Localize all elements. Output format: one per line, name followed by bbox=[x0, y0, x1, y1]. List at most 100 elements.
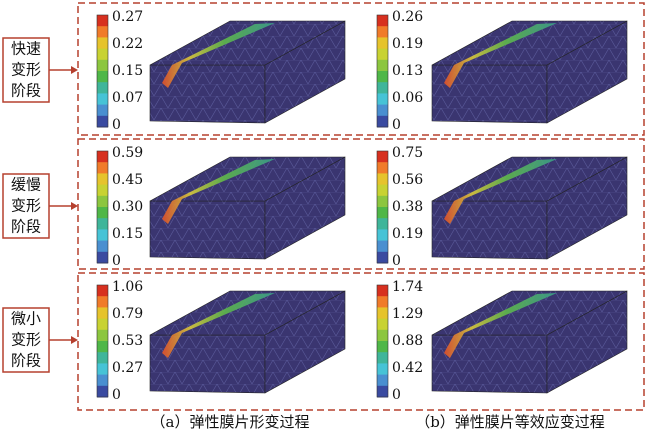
colorbar-frame bbox=[376, 284, 389, 398]
colorbar-cell bbox=[377, 173, 388, 186]
stage-label: 变形 bbox=[11, 197, 41, 215]
row-frame bbox=[77, 272, 645, 411]
stage-label: 缓慢 bbox=[11, 176, 41, 194]
stage-label: 阶段 bbox=[11, 82, 41, 100]
colorbar-tick: 0.88 bbox=[392, 333, 423, 349]
colorbar-cell bbox=[97, 374, 108, 387]
arrow-head bbox=[71, 336, 78, 344]
colorbar-frame bbox=[96, 284, 109, 398]
colorbar-cell bbox=[377, 363, 388, 376]
colorbar-cell bbox=[377, 162, 388, 174]
stage-label-box bbox=[2, 307, 50, 373]
colorbar-cell bbox=[97, 363, 108, 376]
colorbar-tick: 0.26 bbox=[392, 9, 423, 25]
colorbar-cell bbox=[97, 385, 108, 398]
colorbar-tick: 0.22 bbox=[112, 36, 143, 52]
stage-label: 变形 bbox=[11, 331, 41, 349]
colorbar-cell bbox=[377, 329, 388, 342]
colorbar-cell bbox=[377, 48, 388, 61]
colorbar-frame bbox=[96, 14, 109, 128]
colorbar-cell bbox=[97, 251, 108, 264]
colorbar-cell bbox=[97, 218, 108, 230]
caption: （b）弹性膜片等效应变过程 bbox=[415, 413, 605, 431]
colorbar-tick: 0.27 bbox=[112, 9, 143, 25]
stage-label: 变形 bbox=[11, 61, 41, 79]
colorbar-frame bbox=[376, 14, 389, 128]
colorbar-cell bbox=[377, 296, 388, 308]
colorbar-tick: 1.06 bbox=[112, 279, 143, 295]
colorbar-cell bbox=[97, 229, 108, 242]
colorbar-tick: 0.06 bbox=[392, 90, 423, 106]
colorbar-cell bbox=[97, 173, 108, 186]
colorbar-cell bbox=[97, 71, 108, 83]
stage-label: 微小 bbox=[11, 310, 41, 328]
colorbar-cell bbox=[97, 37, 108, 50]
colorbar-cell bbox=[97, 184, 108, 197]
colorbar-tick: 0.13 bbox=[392, 63, 423, 79]
colorbar-cell bbox=[377, 71, 388, 83]
colorbar-cell bbox=[377, 104, 388, 117]
colorbar-cell bbox=[97, 26, 108, 38]
colorbar-cell bbox=[377, 229, 388, 242]
colorbar-tick: 0.59 bbox=[112, 145, 143, 161]
colorbar-cell bbox=[97, 195, 108, 208]
colorbar-tick: 0.53 bbox=[112, 333, 143, 349]
colorbar-cell bbox=[377, 26, 388, 38]
colorbar-tick: 0 bbox=[112, 387, 121, 403]
colorbar-tick: 0.19 bbox=[392, 36, 423, 52]
colorbar-cell bbox=[377, 184, 388, 197]
colorbar-cell bbox=[97, 318, 108, 331]
colorbar-cell bbox=[377, 207, 388, 219]
arrow-head bbox=[71, 66, 78, 74]
colorbar-tick: 0.79 bbox=[112, 306, 143, 322]
colorbar-cell bbox=[97, 82, 108, 94]
colorbar-cell bbox=[377, 240, 388, 253]
colorbar-tick: 0 bbox=[392, 253, 401, 269]
colorbar-cell bbox=[97, 151, 108, 163]
colorbar-tick: 0.75 bbox=[392, 145, 423, 161]
colorbar-cell bbox=[97, 59, 108, 72]
colorbar-cell bbox=[377, 318, 388, 331]
colorbar-tick: 0 bbox=[112, 253, 121, 269]
colorbar-tick: 1.74 bbox=[392, 279, 423, 295]
colorbar-cell bbox=[97, 329, 108, 342]
colorbar-tick: 0.30 bbox=[112, 199, 143, 215]
caption: （a）弹性膜片形变过程 bbox=[151, 413, 310, 431]
stage-label: 快速 bbox=[11, 40, 41, 58]
colorbar-cell bbox=[97, 15, 108, 27]
colorbar-cell bbox=[377, 37, 388, 50]
colorbar-tick: 0.07 bbox=[112, 90, 143, 106]
colorbar-tick: 0 bbox=[392, 117, 401, 133]
colorbar-cell bbox=[377, 352, 388, 364]
colorbar-cell bbox=[97, 285, 108, 297]
colorbar-cell bbox=[97, 48, 108, 61]
colorbar-cell bbox=[377, 82, 388, 94]
colorbar-cell bbox=[97, 93, 108, 106]
colorbar-tick: 0 bbox=[112, 117, 121, 133]
colorbar-cell bbox=[377, 115, 388, 128]
colorbar-cell bbox=[377, 93, 388, 106]
colorbar-cell bbox=[97, 352, 108, 364]
colorbar-cell bbox=[377, 285, 388, 297]
stage-label: 阶段 bbox=[11, 218, 41, 236]
colorbar-tick: 0.38 bbox=[392, 199, 423, 215]
colorbar-cell bbox=[97, 162, 108, 174]
colorbar-cell bbox=[377, 59, 388, 72]
colorbar-cell bbox=[377, 195, 388, 208]
colorbar-cell bbox=[377, 307, 388, 320]
colorbar-tick: 0.56 bbox=[392, 172, 423, 188]
colorbar-tick: 0.45 bbox=[112, 172, 143, 188]
row-frame bbox=[77, 2, 645, 136]
row-frame bbox=[77, 138, 645, 270]
colorbar-tick: 0.15 bbox=[112, 226, 143, 242]
stage-label: 阶段 bbox=[11, 352, 41, 370]
colorbar-cell bbox=[97, 115, 108, 128]
colorbar-tick: 0.27 bbox=[112, 360, 143, 376]
colorbar-tick: 0 bbox=[392, 387, 401, 403]
colorbar-cell bbox=[377, 251, 388, 264]
colorbar-cell bbox=[97, 207, 108, 219]
arrow-head bbox=[71, 202, 78, 210]
colorbar-tick: 1.29 bbox=[392, 306, 423, 322]
colorbar-cell bbox=[377, 374, 388, 387]
